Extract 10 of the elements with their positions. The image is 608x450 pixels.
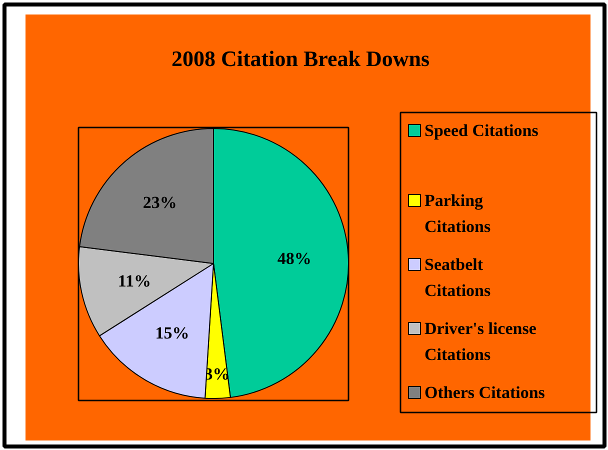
data-label: 23% [142,193,177,212]
legend-label: Parking Citations [424,191,491,236]
data-label: 48% [277,248,312,268]
legend-label: Driver's license Citations [424,319,537,364]
chart-title: 2008 Citation Break Downs [171,46,430,71]
legend-label: Others Citations [424,383,546,402]
legend-label: Seatbelt Citations [424,255,491,300]
legend-label: Speed Citations [424,121,539,140]
data-label: 15% [155,324,190,343]
data-label: 11% [118,272,151,291]
